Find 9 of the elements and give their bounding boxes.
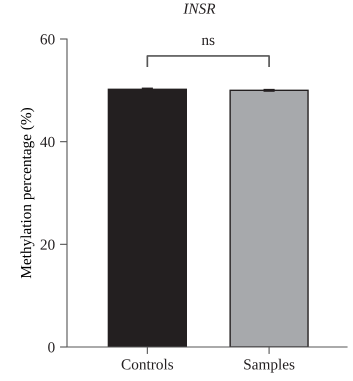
y-axis-title: Methylation percentage (%)	[20, 108, 34, 278]
x-tick-label: Controls	[122, 358, 174, 370]
y-tick-label: 0	[48, 342, 55, 352]
annotation: ns	[202, 38, 214, 46]
x-tick-label: Samples	[244, 358, 294, 373]
y-tick-label: 40	[40, 136, 55, 148]
y-tick-label: 60	[40, 34, 55, 44]
y-tick-label: 20	[40, 239, 55, 250]
chart-title: INSR	[183, 4, 216, 14]
